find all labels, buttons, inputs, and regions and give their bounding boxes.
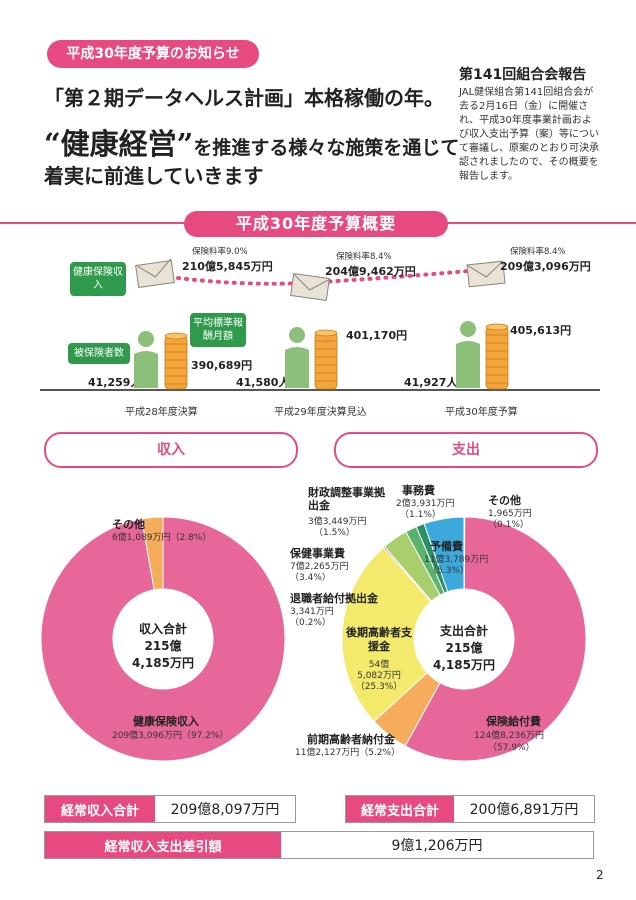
exp-reserve-value2: （5.3%） — [428, 566, 469, 576]
income-2018: 209億3,096万円 — [500, 260, 591, 273]
rate-2017: 保険料率8.4% — [336, 252, 392, 262]
coin-stack-icon — [164, 332, 188, 390]
revenue-total-bar: 経常収入合計 209億8,097万円 — [44, 795, 296, 823]
expense-donut-chart — [341, 516, 587, 762]
exp-other-value1: 1,965万円 — [488, 509, 532, 519]
revenue-other-value: 6億1,089万円（2.8%） — [112, 533, 212, 543]
exp-admin-value2: （1.1%） — [400, 510, 441, 520]
report-title: 第141回組合会報告 — [459, 67, 587, 83]
exp-retiree-value2: （0.2%） — [290, 618, 331, 628]
year-2018: 平成30年度予算 — [445, 407, 518, 418]
envelope-icon — [290, 273, 330, 301]
donut-slice — [341, 546, 432, 723]
revenue-health-value: 209億3,096万円（97.2%） — [112, 731, 229, 741]
exp-fiscal-adjust-label: 財政調整事業拠出金 — [308, 486, 385, 512]
exp-health-services-value1: 7億2,265万円 — [290, 562, 349, 572]
revenue-donut-chart — [40, 516, 286, 762]
insured-2017: 41,580人 — [236, 376, 290, 389]
avg-2017: 401,170円 — [346, 329, 408, 342]
revenue-total-bar-label: 経常収入合計 — [45, 796, 155, 822]
insured-2018: 41,927人 — [404, 376, 458, 389]
revenue-other-label: その他 — [112, 518, 145, 531]
exp-other-label: その他 — [488, 494, 521, 507]
headline-2: “健康経営”を推進する様々な施策を通じて — [44, 121, 459, 163]
exp-health-services-label: 保健事業費 — [290, 547, 345, 560]
notice-pill: 平成30年度予算のお知らせ — [47, 40, 259, 68]
label-health-insurance-income: 健康保険収入 — [70, 262, 126, 296]
exp-retiree-value1: 3,341万円 — [290, 607, 334, 617]
label-avg-monthly-wage: 平均標準報酬月額 — [190, 313, 246, 347]
exp-reserve-label: 予備費 — [430, 540, 463, 553]
exp-benefits-value2: （57.9%） — [488, 743, 535, 753]
expense-total-bar-label: 経常支出合計 — [346, 796, 454, 822]
overview-title: 平成30年度予算概要 — [184, 211, 448, 237]
revenue-pill: 収入 — [44, 432, 298, 468]
expense-pill: 支出 — [334, 432, 598, 468]
revenue-health-label: 健康保険収入 — [133, 715, 199, 728]
person-icon — [456, 321, 480, 388]
insured-2016: 41,259人 — [88, 376, 142, 389]
revenue-total-man: 4,185万円 — [132, 656, 194, 670]
exp-late-elderly-value3: （25.3%） — [355, 682, 403, 692]
avg-2018: 405,613円 — [510, 324, 572, 337]
exp-early-elderly-label: 前期高齢者納付金 — [307, 733, 395, 746]
exp-late-elderly-value2: 5,082万円 — [357, 671, 401, 681]
difference-bar-label: 経常収入支出差引額 — [45, 832, 281, 858]
overview-baseline — [40, 389, 600, 391]
donut-hole — [113, 589, 213, 689]
revenue-total-oku: 215億 — [144, 639, 182, 653]
envelope-icon — [466, 260, 506, 288]
income-2017: 204億9,462万円 — [325, 265, 416, 278]
person-icon — [134, 331, 158, 388]
exp-reserve-value1: 11億3,789万円 — [424, 555, 489, 565]
exp-benefits-label: 保険給付費 — [486, 715, 541, 728]
headline-3: 着実に前進していきます — [44, 164, 264, 188]
exp-fiscal-adjust-value1: 3億3,449万円 — [308, 517, 367, 527]
revenue-total-bar-value: 209億8,097万円 — [155, 796, 295, 822]
difference-bar: 経常収入支出差引額 9億1,206万円 — [44, 831, 594, 859]
difference-bar-value: 9億1,206万円 — [281, 832, 593, 858]
headline-1: 「第２期データヘルス計画」本格稼働の年。 — [44, 86, 444, 110]
coin-stack-icon — [485, 323, 509, 390]
rate-2018: 保険料率8.4% — [510, 247, 566, 257]
donut-hole — [414, 589, 514, 689]
expense-total-label: 支出合計 — [439, 624, 488, 638]
expense-total-oku: 215億 — [445, 641, 483, 655]
envelope-icon — [135, 258, 175, 288]
expense-total-bar-value: 200億6,891万円 — [454, 796, 594, 822]
exp-benefits-value1: 124億8,236万円 — [474, 731, 544, 741]
headline-2-rest: を推進する様々な施策を通じて — [193, 137, 460, 159]
year-2016: 平成28年度決算 — [125, 407, 198, 418]
page-number: 2 — [596, 868, 604, 882]
exp-health-services-value2: （3.4%） — [290, 573, 331, 583]
exp-other-value2: （0.1%） — [488, 520, 529, 530]
coin-stack-icon — [314, 329, 338, 390]
exp-late-elderly-label: 後期高齢者支援金 — [346, 626, 412, 653]
revenue-total-label: 収入合計 — [138, 622, 187, 636]
exp-retiree-label: 退職者給付拠出金 — [290, 592, 378, 605]
exp-late-elderly-value1: 54億 — [368, 660, 390, 670]
person-icon — [285, 327, 309, 388]
exp-fiscal-adjust-value2: （1.5%） — [314, 528, 355, 538]
exp-admin-value1: 2億3,931万円 — [396, 499, 455, 509]
expense-total-bar: 経常支出合計 200億6,891万円 — [345, 795, 595, 823]
rate-2016: 保険料率9.0% — [192, 247, 248, 257]
headline-2-emphasis: “健康経営” — [44, 127, 194, 161]
label-insured-count: 被保険者数 — [68, 343, 130, 364]
avg-2016: 390,689円 — [191, 359, 253, 372]
expense-total-man: 4,185万円 — [433, 658, 495, 672]
income-2016: 210億5,845万円 — [182, 260, 273, 273]
exp-early-elderly-value: 11億2,127万円（5.2%） — [295, 748, 401, 758]
revenue-total: 収入合計 215億 4,185万円 — [113, 621, 213, 672]
expense-total: 支出合計 215億 4,185万円 — [414, 623, 514, 674]
exp-admin-label: 事務費 — [402, 484, 435, 497]
year-2017: 平成29年度決算見込 — [274, 407, 367, 418]
report-body: JAL健保組合第141回組合会が去る2月16日（金）に開催され、平成30年度事業… — [459, 87, 599, 182]
